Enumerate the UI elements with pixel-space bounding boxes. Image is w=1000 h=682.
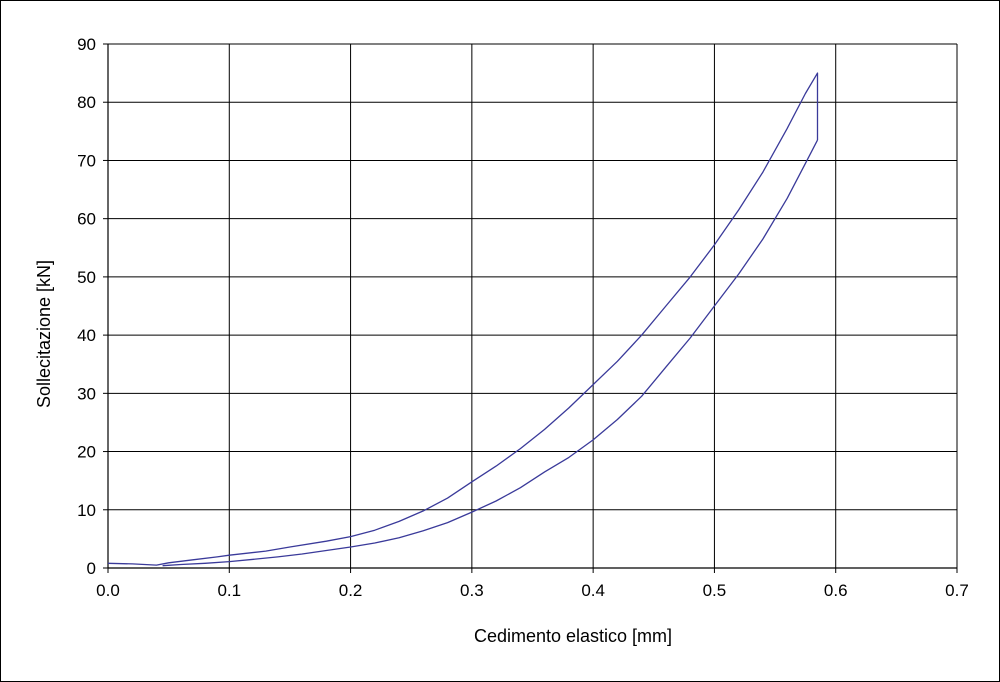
y-tick-label: 0 <box>87 559 96 578</box>
series-group <box>107 72 819 567</box>
x-tick-labels: 0.0 0.1 0.2 0.3 0.4 0.5 0.6 0.7 <box>96 581 969 600</box>
series-line-unloading <box>162 139 819 567</box>
x-tick-label: 0.5 <box>703 581 727 600</box>
series-line-loading <box>107 72 819 566</box>
y-tick-labels: 0 10 20 30 40 50 60 70 80 90 <box>77 35 96 578</box>
x-tick-label: 0.6 <box>824 581 848 600</box>
y-tick-label: 50 <box>77 268 96 287</box>
y-axis-label: Sollecitazione [kN] <box>34 260 54 408</box>
x-tick-label: 0.2 <box>339 581 363 600</box>
y-tick-label: 10 <box>77 501 96 520</box>
axes <box>103 43 958 573</box>
x-tick-label: 0.7 <box>945 581 969 600</box>
y-tick-label: 80 <box>77 93 96 112</box>
y-tick-label: 40 <box>77 326 96 345</box>
x-tick-label: 0.1 <box>217 581 241 600</box>
y-tick-label: 90 <box>77 35 96 54</box>
y-tick-label: 70 <box>77 151 96 170</box>
grid <box>107 43 958 569</box>
y-tick-label: 30 <box>77 384 96 403</box>
x-axis-label: Cedimento elastico [mm] <box>474 626 672 646</box>
x-tick-label: 0.3 <box>460 581 484 600</box>
y-tick-label: 60 <box>77 210 96 229</box>
y-tick-label: 20 <box>77 443 96 462</box>
x-tick-label: 0.0 <box>96 581 120 600</box>
x-tick-label: 0.4 <box>581 581 605 600</box>
